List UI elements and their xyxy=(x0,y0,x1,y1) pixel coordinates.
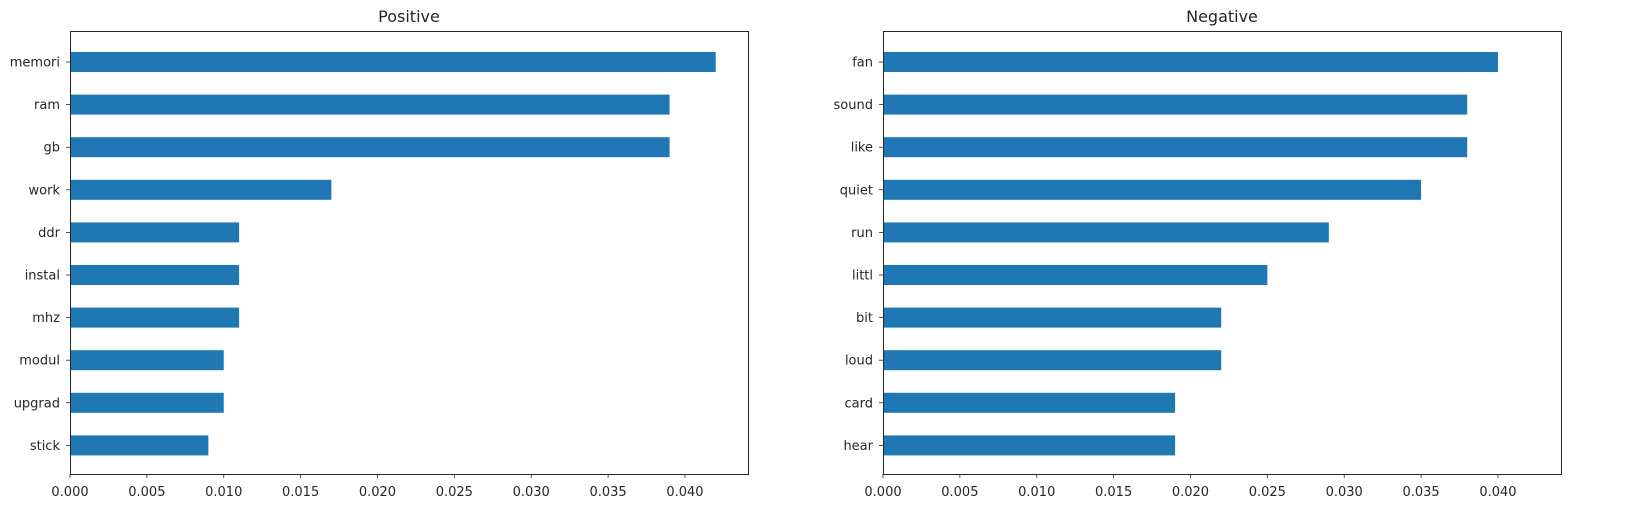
negative-x-tick-label: 0.000 xyxy=(864,485,901,500)
positive-bar-ram xyxy=(70,94,670,115)
positive-y-tick-label: memori xyxy=(10,56,60,71)
positive-x-tick-label: 0.020 xyxy=(359,485,396,500)
negative-x-tick-label: 0.025 xyxy=(1249,485,1286,500)
positive-x-tick-label: 0.010 xyxy=(205,485,242,500)
positive-x-tick-label: 0.025 xyxy=(436,485,473,500)
negative-y-tick-label: bit xyxy=(856,311,873,326)
negative-x-tick-label: 0.030 xyxy=(1326,485,1363,500)
positive-y-tick-label: ram xyxy=(34,98,60,113)
positive-y-tick-label: ddr xyxy=(38,226,61,241)
positive-bar-stick xyxy=(70,435,209,456)
negative-y-tick-label: sound xyxy=(834,98,873,113)
negative-x-tick-label: 0.035 xyxy=(1402,485,1439,500)
negative-bar-run xyxy=(883,222,1329,243)
negative-y-tick-label: run xyxy=(851,226,873,241)
negative-bar-fan xyxy=(883,52,1498,72)
negative-chart-panel: Negative fan sound like quiet run littl bit loud… xyxy=(834,7,1562,500)
positive-chart-title: Positive xyxy=(378,7,440,26)
negative-x-tick-label: 0.020 xyxy=(1172,485,1209,500)
negative-bar-card xyxy=(883,392,1176,413)
negative-bar-littl xyxy=(883,265,1268,285)
positive-bar-instal xyxy=(70,265,240,285)
positive-x-tick-label: 0.015 xyxy=(282,485,319,500)
negative-bar-loud xyxy=(883,350,1222,371)
positive-y-tick-label: stick xyxy=(30,439,61,454)
positive-x-tick-label: 0.030 xyxy=(513,485,550,500)
positive-x-tick-label: 0.005 xyxy=(128,485,165,500)
positive-x-tick-label: 0.040 xyxy=(666,485,703,500)
negative-y-tick-label: hear xyxy=(843,439,873,454)
negative-bar-like xyxy=(883,137,1468,158)
negative-bar-sound xyxy=(883,94,1468,115)
positive-bar-work xyxy=(70,179,332,200)
negative-x-tick-label: 0.005 xyxy=(941,485,978,500)
positive-y-tick-label: modul xyxy=(19,354,60,369)
negative-bar-bit xyxy=(883,307,1222,328)
positive-y-tick-label: gb xyxy=(43,141,60,156)
positive-bar-memori xyxy=(70,52,716,72)
negative-x-tick-label: 0.040 xyxy=(1479,485,1516,500)
positive-y-tick-label: instal xyxy=(25,269,60,284)
negative-x-tick-label: 0.015 xyxy=(1095,485,1132,500)
negative-y-tick-label: littl xyxy=(852,269,873,284)
negative-y-tick-label: fan xyxy=(852,56,873,71)
negative-y-tick-label: quiet xyxy=(840,183,873,198)
positive-y-tick-label: work xyxy=(29,183,61,198)
positive-bar-modul xyxy=(70,350,224,371)
positive-bar-gb xyxy=(70,137,670,158)
positive-x-tick-label: 0.000 xyxy=(51,485,88,500)
positive-y-tick-label: mhz xyxy=(32,311,60,326)
negative-axes-frame xyxy=(883,31,1562,475)
positive-y-tick-label: upgrad xyxy=(14,396,60,411)
negative-y-tick-label: loud xyxy=(845,354,873,369)
positive-chart-panel: Positive memori ram gb work ddr instal mhz modul… xyxy=(10,7,749,500)
negative-y-tick-label: like xyxy=(851,141,873,156)
negative-chart-title: Negative xyxy=(1186,7,1258,26)
positive-axes-frame xyxy=(70,31,749,475)
negative-bar-hear xyxy=(883,435,1176,456)
negative-y-tick-label: card xyxy=(845,396,873,411)
positive-bar-ddr xyxy=(70,222,240,243)
negative-bar-quiet xyxy=(883,179,1422,200)
positive-bar-upgrad xyxy=(70,392,224,413)
negative-x-tick-label: 0.010 xyxy=(1018,485,1055,500)
positive-bar-mhz xyxy=(70,307,240,328)
positive-x-tick-label: 0.035 xyxy=(589,485,626,500)
